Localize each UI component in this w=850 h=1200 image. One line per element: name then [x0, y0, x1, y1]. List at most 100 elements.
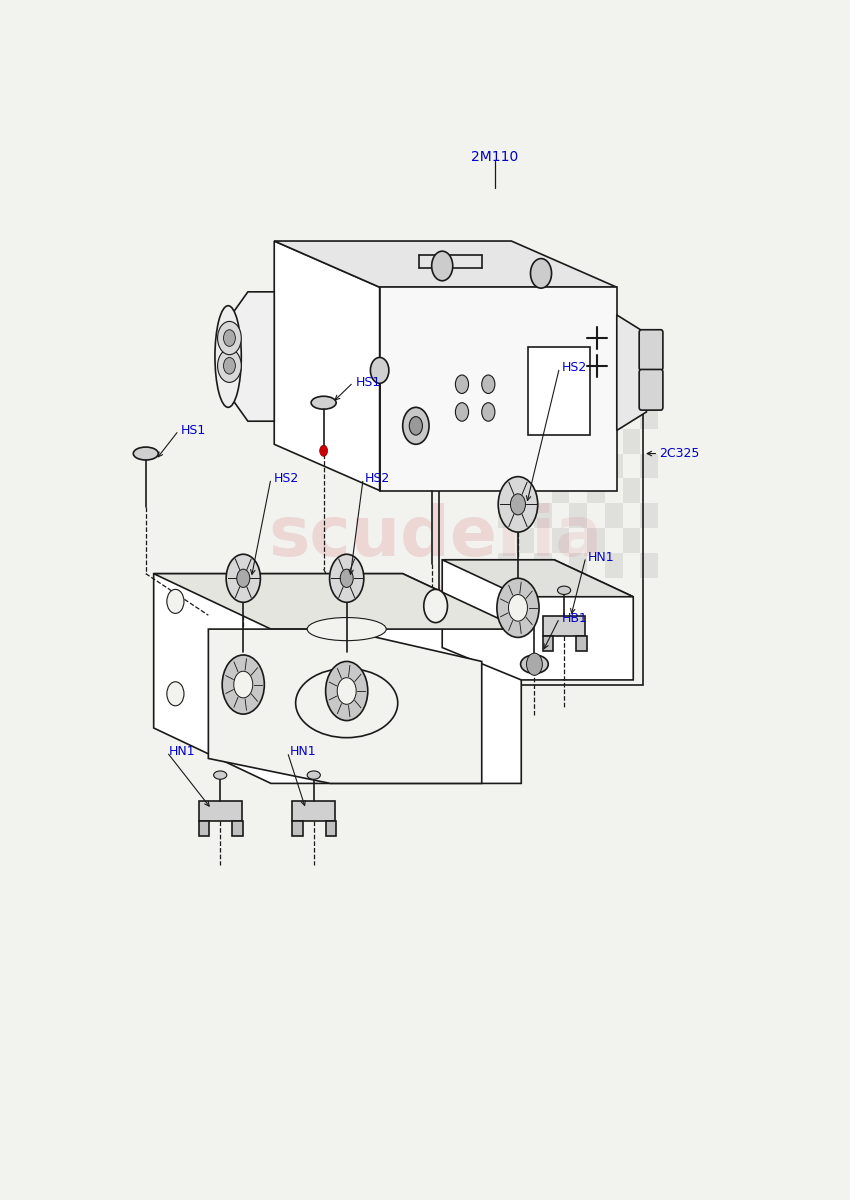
Bar — [641, 403, 658, 428]
Bar — [570, 454, 587, 479]
Text: r  c  a  r    p  a  r  t  s: r c a r p a r t s — [307, 580, 564, 604]
Bar — [570, 403, 587, 428]
Polygon shape — [275, 241, 380, 491]
Bar — [534, 553, 552, 578]
Bar — [587, 354, 605, 379]
Text: 2C325: 2C325 — [660, 448, 700, 460]
Bar — [570, 528, 587, 553]
Bar — [605, 454, 623, 479]
Bar — [623, 454, 641, 479]
Bar — [326, 821, 337, 836]
Bar — [534, 504, 552, 528]
Ellipse shape — [215, 306, 241, 407]
Bar — [516, 428, 534, 454]
Circle shape — [237, 569, 250, 588]
Circle shape — [330, 554, 364, 602]
Bar — [623, 428, 641, 454]
Bar — [498, 553, 516, 578]
Circle shape — [497, 578, 539, 637]
Bar — [641, 553, 658, 578]
Bar — [498, 479, 516, 504]
Bar — [623, 553, 641, 578]
Circle shape — [224, 358, 235, 374]
Bar — [516, 528, 534, 553]
Bar — [641, 428, 658, 454]
Bar — [534, 454, 552, 479]
Text: HS1: HS1 — [181, 424, 206, 437]
Bar — [516, 354, 534, 379]
FancyBboxPatch shape — [639, 330, 663, 371]
Bar — [552, 354, 570, 379]
Bar — [292, 800, 335, 821]
Circle shape — [508, 594, 528, 622]
Polygon shape — [442, 559, 633, 596]
Circle shape — [226, 554, 260, 602]
Bar — [605, 403, 623, 428]
Bar — [623, 354, 641, 379]
Bar — [516, 504, 534, 528]
Bar — [623, 504, 641, 528]
Bar — [199, 800, 241, 821]
Circle shape — [337, 678, 356, 704]
Bar — [232, 821, 243, 836]
Bar — [570, 553, 587, 578]
Bar — [534, 528, 552, 553]
Bar — [498, 454, 516, 479]
Bar — [587, 504, 605, 528]
Ellipse shape — [307, 618, 386, 641]
Circle shape — [432, 251, 453, 281]
Text: HS1: HS1 — [355, 376, 381, 389]
Bar — [534, 354, 552, 379]
Bar — [516, 479, 534, 504]
Ellipse shape — [296, 668, 398, 738]
Bar — [605, 354, 623, 379]
Bar — [534, 428, 552, 454]
Bar — [587, 379, 605, 403]
FancyBboxPatch shape — [639, 370, 663, 410]
Bar — [534, 403, 552, 428]
Bar — [534, 479, 552, 504]
Circle shape — [403, 407, 429, 444]
Bar — [570, 504, 587, 528]
Polygon shape — [208, 629, 482, 784]
Circle shape — [218, 349, 241, 383]
Circle shape — [167, 589, 184, 613]
Bar — [587, 403, 605, 428]
Bar — [516, 403, 534, 428]
Text: HN1: HN1 — [588, 551, 615, 564]
Circle shape — [320, 445, 327, 456]
Bar — [576, 636, 586, 652]
Bar — [534, 379, 552, 403]
Bar — [605, 379, 623, 403]
Bar — [641, 479, 658, 504]
Circle shape — [424, 589, 447, 623]
Bar — [552, 403, 570, 428]
Bar — [498, 504, 516, 528]
Bar — [439, 347, 643, 684]
Bar — [641, 504, 658, 528]
Circle shape — [526, 653, 542, 676]
Text: HN1: HN1 — [289, 745, 316, 758]
Bar — [292, 821, 303, 836]
Bar — [552, 504, 570, 528]
Bar — [199, 821, 209, 836]
Bar — [587, 553, 605, 578]
Circle shape — [456, 374, 468, 394]
Bar — [641, 354, 658, 379]
Bar — [623, 379, 641, 403]
Circle shape — [482, 374, 495, 394]
Circle shape — [340, 569, 354, 588]
Ellipse shape — [558, 586, 570, 594]
Bar — [587, 528, 605, 553]
Polygon shape — [228, 292, 275, 421]
Polygon shape — [442, 559, 633, 680]
Text: 2M110: 2M110 — [471, 150, 518, 164]
Bar — [587, 479, 605, 504]
Text: HS2: HS2 — [562, 361, 586, 374]
Circle shape — [456, 403, 468, 421]
Bar — [623, 403, 641, 428]
Polygon shape — [154, 574, 521, 629]
Bar — [641, 454, 658, 479]
Polygon shape — [275, 241, 617, 287]
Circle shape — [224, 330, 235, 347]
